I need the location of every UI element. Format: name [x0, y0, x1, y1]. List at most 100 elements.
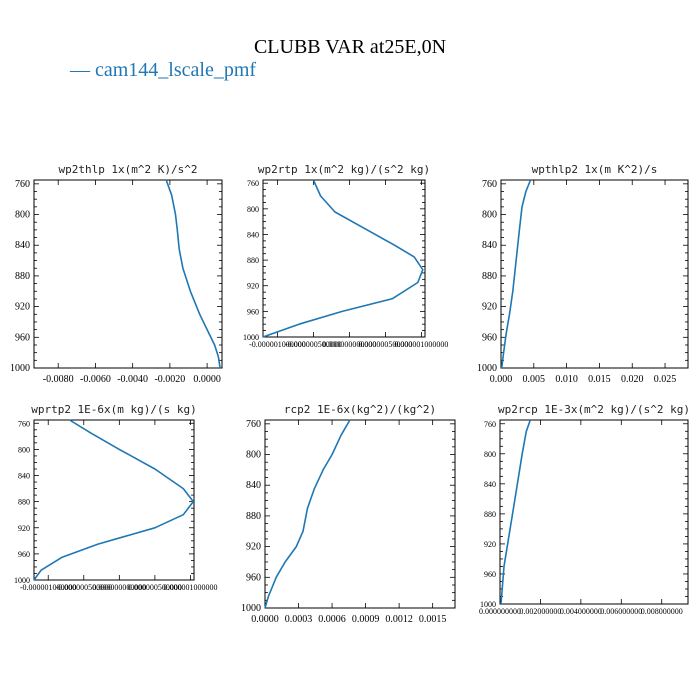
x-tick-label: 0.008000000 [641, 607, 683, 616]
y-tick-label: 880 [247, 256, 259, 265]
x-tick-label: 0.006000000 [600, 607, 642, 616]
x-tick-label: 0.000000500000 [358, 340, 412, 349]
y-tick-label: 760 [15, 179, 30, 190]
y-tick-label: 960 [246, 572, 261, 583]
x-tick-label: 0.025 [654, 374, 677, 385]
y-tick-label: 760 [18, 419, 30, 428]
y-tick-label: 920 [482, 302, 497, 313]
y-tick-label: 1000 [480, 600, 496, 609]
x-tick-label: 0.015 [588, 374, 611, 385]
y-tick-label: 760 [484, 420, 496, 429]
y-tick-label: 800 [15, 210, 30, 221]
y-tick-label: 840 [482, 240, 497, 251]
legend-label: cam144_lscale_pmf [95, 59, 257, 81]
y-tick-label: 960 [15, 332, 30, 343]
plot-frame [33, 419, 195, 581]
y-tick-label: 800 [18, 445, 30, 454]
x-tick-label: 0.002000000 [519, 607, 561, 616]
x-tick-label: 0.0000 [193, 374, 221, 385]
y-tick-label: 920 [18, 524, 30, 533]
y-tick-label: 880 [15, 271, 30, 282]
page-title: CLUBB VAR at25E,0N [253, 36, 447, 58]
y-tick-label: 960 [18, 550, 30, 559]
subplot-6: wp2rcp 1E-3x(m^2 kg)/(s^2 kg)760 800 840 88… [479, 403, 690, 616]
y-tick-label: 880 [482, 271, 497, 282]
x-tick-label: 0.0003 [285, 614, 313, 625]
plot-frame [264, 419, 456, 609]
x-tick-label: 0.000000500000 [128, 583, 182, 592]
x-tick-label: -0.0020 [154, 374, 185, 385]
x-tick-label: 0.010 [555, 374, 578, 385]
y-tick-label: 840 [484, 480, 496, 489]
y-tick-label: 800 [246, 450, 261, 461]
plot-frame [262, 179, 426, 338]
x-tick-label: 0.020 [621, 374, 644, 385]
legend-entry: — cam144_lscale_pmf [70, 59, 257, 81]
y-tick-label: 800 [247, 205, 259, 214]
y-tick-label: 1000 [241, 603, 261, 614]
subplot-title: wp2thlp 1x(m^2 K)/s^2 [58, 163, 197, 176]
plot-frame [33, 179, 223, 369]
x-tick-label: 0.000 [490, 374, 513, 385]
subplot-title: wpthlp2 1x(m K^2)/s [532, 163, 658, 176]
x-tick-label: -0.0080 [43, 374, 74, 385]
x-tick-label: 0.0012 [385, 614, 413, 625]
subplot-4: wprtp2 1E-6x(m kg)/(s kg)760 800 840 880 920… [14, 403, 217, 592]
x-tick-label: 0.000001000000 [394, 340, 448, 349]
subplot-3: wpthlp2 1x(m K^2)/s 760 800 840 880 920 960 100… [477, 163, 689, 385]
y-tick-label: 880 [484, 510, 496, 519]
series-line [500, 179, 532, 369]
x-tick-label: -0.000001000000 [249, 340, 306, 349]
x-tick-label: 0.0015 [419, 614, 447, 625]
x-tick-label: -0.0060 [80, 374, 111, 385]
y-tick-label: 880 [246, 511, 261, 522]
x-tick-label: 0.000000000000 [322, 340, 376, 349]
y-tick-label: 920 [247, 282, 259, 291]
series-line [33, 419, 195, 581]
y-tick-label: 800 [482, 210, 497, 221]
series-line [264, 419, 351, 609]
plot-frame [500, 179, 689, 369]
y-tick-label: 800 [484, 450, 496, 459]
y-tick-label: 840 [18, 472, 30, 481]
subplot-title: wprtp2 1E-6x(m kg)/(s kg) [31, 403, 197, 416]
subplot-title: rcp2 1E-6x(kg^2)/(kg^2) [284, 403, 436, 416]
series-line [165, 179, 221, 369]
x-tick-label: -0.000001000000 [20, 583, 77, 592]
x-tick-label: 0.000000000 [479, 607, 521, 616]
plot-frame [499, 419, 689, 605]
y-tick-label: 920 [484, 540, 496, 549]
subplot-title: wp2rtp 1x(m^2 kg)/(s^2 kg) [258, 163, 430, 176]
y-tick-label: 960 [484, 570, 496, 579]
x-tick-label: -0.0040 [117, 374, 148, 385]
x-tick-label: 0.0000 [251, 614, 279, 625]
x-tick-label: -0.000000500000 [285, 340, 342, 349]
y-tick-label: 1000 [10, 363, 30, 374]
subplot-2: wp2rtp 1x(m^2 kg)/(s^2 kg) 760 800 840 880 92… [243, 163, 448, 349]
y-tick-label: 920 [15, 302, 30, 313]
x-tick-label: 0.000001000000 [163, 583, 217, 592]
subplot-title: wp2rcp 1E-3x(m^2 kg)/(s^2 kg) [498, 403, 690, 416]
x-tick-label: 0.004000000 [560, 607, 602, 616]
y-tick-label: 1000 [477, 363, 497, 374]
subplot-1: wp2thlp 1x(m^2 K)/s^2 760 800 840 880 920 960 1… [10, 163, 223, 385]
y-tick-label: 960 [482, 332, 497, 343]
y-tick-label: 760 [247, 179, 259, 188]
x-tick-label: 0.0009 [352, 614, 380, 625]
y-tick-label: 960 [247, 307, 259, 316]
y-tick-label: 1000 [243, 333, 259, 342]
y-tick-label: 840 [246, 480, 261, 491]
y-tick-label: 840 [15, 240, 30, 251]
series-line [262, 179, 424, 338]
series-line [500, 419, 532, 605]
x-tick-label: -0.000000500000 [55, 583, 112, 592]
y-tick-label: 1000 [14, 576, 30, 585]
y-tick-label: 880 [18, 498, 30, 507]
y-tick-label: 760 [246, 419, 261, 430]
subplot-5: rcp2 1E-6x(kg^2)/(kg^2) 760 800 840 880 920 96… [241, 403, 456, 625]
x-tick-label: 0.005 [523, 374, 546, 385]
y-tick-label: 920 [246, 542, 261, 553]
x-tick-label: 0.0006 [318, 614, 346, 625]
y-tick-label: 840 [247, 230, 259, 239]
